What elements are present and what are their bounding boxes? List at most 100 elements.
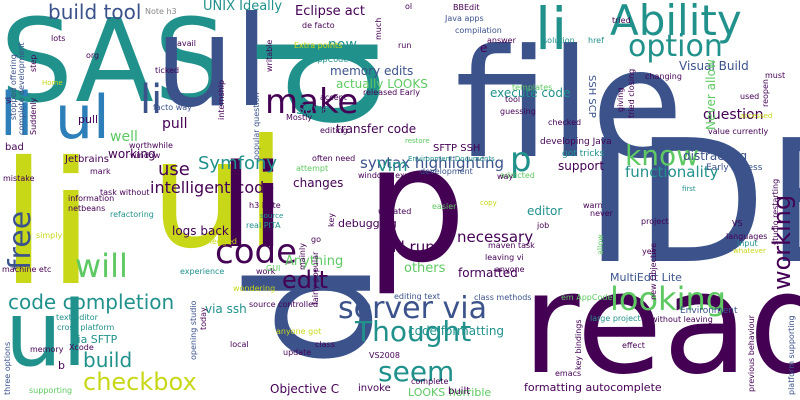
word: Visual Build (679, 59, 749, 73)
word: full fledged (192, 237, 237, 246)
word: build (83, 348, 133, 372)
word: used (740, 92, 760, 101)
word: e (480, 41, 488, 55)
word: go (311, 235, 321, 244)
word: machine etc (2, 265, 52, 274)
word: Objective C (270, 382, 340, 396)
word: changing (645, 72, 682, 81)
word: href (588, 36, 604, 45)
word: step (29, 54, 38, 72)
word: de facto (302, 21, 335, 30)
word: easier (432, 202, 457, 211)
word: SAS (0, 0, 227, 129)
word: Environment (680, 306, 738, 316)
word: never (590, 209, 613, 218)
word: will run (380, 238, 435, 256)
word: maven task (488, 241, 535, 250)
word: source (260, 212, 284, 220)
word: invoke (358, 383, 391, 394)
word: value currently (708, 127, 769, 136)
word: effect (622, 341, 645, 350)
word: previous behaviour (747, 315, 756, 392)
word: project (641, 217, 669, 226)
word: code completion (8, 290, 175, 314)
word: window (130, 151, 161, 160)
word: pull (78, 113, 99, 126)
word: file (455, 18, 684, 192)
word: editor (527, 204, 563, 218)
word: ul (55, 83, 110, 153)
word: seem (378, 355, 455, 388)
word: actually LOOKS (336, 77, 428, 91)
word: today (199, 307, 208, 330)
word: Suddenly (29, 97, 38, 135)
word: formatted (458, 266, 518, 280)
word: addicted (500, 171, 535, 180)
word: checkbox (83, 368, 197, 396)
word: vi (4, 97, 13, 104)
word: often need (312, 154, 356, 163)
word: Mostly (286, 113, 313, 122)
word: now (328, 37, 357, 53)
word: AppCode em (312, 55, 364, 64)
word: ul (155, 0, 269, 135)
word: p (510, 140, 532, 180)
word: leaving vi (485, 253, 524, 262)
word: class (315, 340, 335, 349)
word: simply (36, 231, 63, 240)
word: cross platform (57, 323, 115, 332)
word: Jetbrains (65, 154, 109, 165)
word: local (230, 340, 249, 349)
word: warn (583, 201, 603, 210)
word: avail (177, 39, 196, 48)
word: IDE (585, 104, 800, 302)
word: use (158, 159, 190, 180)
word: option (628, 29, 723, 64)
word: make (265, 82, 359, 122)
word: support (558, 159, 605, 173)
word: wondering (233, 284, 276, 293)
word: working (108, 147, 156, 161)
word: platform supporting (787, 315, 796, 395)
word: Vim (377, 156, 408, 175)
word: first (682, 185, 696, 193)
word: via SFTP (71, 333, 118, 346)
word: necessary (457, 228, 534, 246)
word: Eclipse act (295, 4, 365, 19)
word: allow (596, 234, 605, 255)
word: job (537, 221, 550, 230)
word: guessing (500, 107, 536, 116)
word: others (404, 261, 446, 276)
word: way (497, 172, 514, 181)
word: tried (612, 16, 631, 25)
word: li (220, 140, 284, 274)
word: languages (726, 232, 768, 241)
word: MultiEdit Lite (610, 271, 682, 284)
word: transfer code (336, 122, 417, 136)
word: ul (150, 108, 287, 282)
word: logs back (172, 224, 229, 238)
word: studio restarting (771, 178, 780, 245)
word: complete development (17, 42, 26, 135)
word: anyone got (276, 327, 322, 336)
word: code (215, 232, 297, 272)
word: read (522, 243, 800, 400)
word: BBEdit (453, 3, 480, 12)
word: mainly (298, 243, 307, 270)
word: UNIX Ideally (203, 0, 283, 14)
word: Ability (610, 0, 742, 45)
word: bad (5, 142, 24, 153)
word: via ssh (205, 302, 247, 316)
word: checked (548, 118, 582, 127)
word: code formatting (408, 324, 505, 338)
word: task without (100, 188, 150, 197)
word: netbeans (68, 204, 106, 213)
word: tried closing (627, 68, 636, 118)
word: ul (5, 282, 88, 387)
word: Anything (285, 254, 344, 269)
word: LOOKS horrible (408, 386, 492, 399)
word: information (68, 194, 115, 203)
word: p (365, 111, 467, 298)
word: syntax highlighting (360, 154, 505, 172)
word: Java apps (445, 14, 484, 23)
